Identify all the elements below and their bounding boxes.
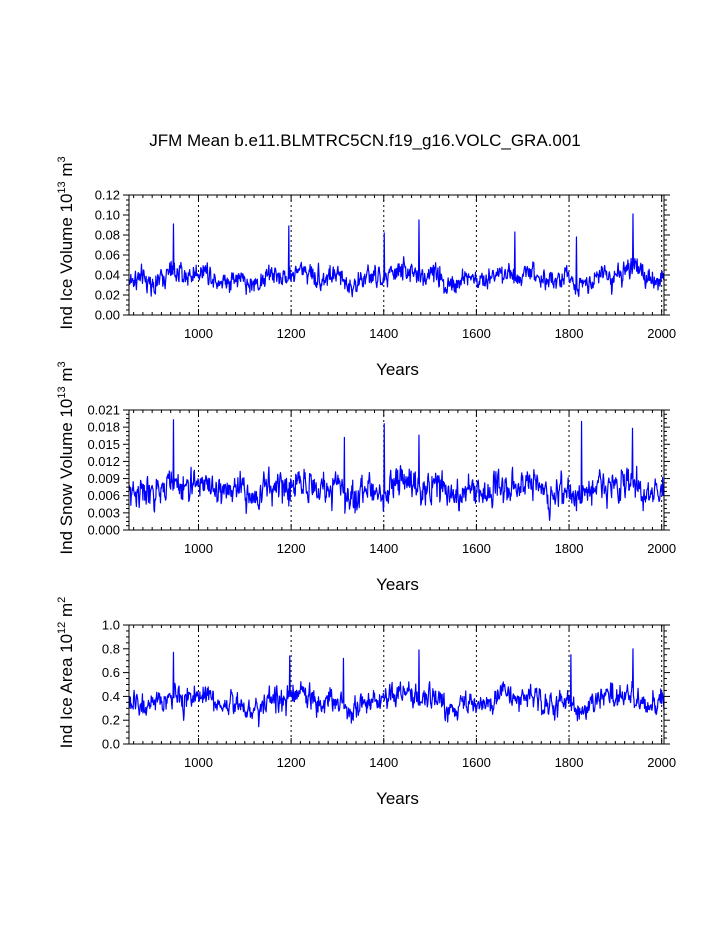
chart-title: JFM Mean b.e11.BLMTRC5CN.f19_g16.VOLC_GR…: [149, 131, 581, 150]
y-tick-label: 0.6: [102, 665, 120, 680]
y-tick-label: 0.000: [87, 523, 120, 538]
x-tick-label: 1400: [369, 326, 398, 341]
y-tick-label: 0.02: [95, 288, 120, 303]
series-line-ind-ice-area: [128, 648, 665, 728]
y-tick-label: 0.009: [87, 471, 120, 486]
y-tick-label: 0.04: [95, 268, 120, 283]
y-tick-label: 0.003: [87, 505, 120, 520]
y-tick-label: 0.2: [102, 713, 120, 728]
y-tick-label: 0.10: [95, 208, 120, 223]
y-axis-title: Ind Ice Volume 1013 m3: [56, 156, 76, 329]
x-tick-label: 1800: [555, 326, 584, 341]
x-tick-label: 1600: [462, 541, 491, 556]
x-tick-label: 1800: [555, 541, 584, 556]
y-tick-label: 0.8: [102, 641, 120, 656]
x-tick-label: 1800: [555, 755, 584, 770]
y-tick-label: 0.06: [95, 248, 120, 263]
chart-panel-2: 1000 1200 1400 1600 1800 2000 0.000 0.003 0.006 0…: [56, 361, 676, 594]
x-tick-label: 1000: [184, 755, 213, 770]
x-tick-label: 1200: [277, 541, 306, 556]
x-axis-title: Years: [376, 575, 419, 594]
x-tick-label: 1000: [184, 541, 213, 556]
y-tick-label: 0.12: [95, 188, 120, 203]
plot-frame: [128, 194, 665, 316]
y-tick-label: 0.012: [87, 454, 120, 469]
chart-panel-3: 1000 1200 1400 1600 1800 2000 0.0 0.2 0.4 0.6 0.8 1…: [56, 597, 676, 808]
y-tick-label: 0.015: [87, 437, 120, 452]
series-line-ind-snow-volume: [128, 419, 665, 521]
x-tick-label: 2000: [647, 326, 676, 341]
x-tick-label: 1200: [277, 326, 306, 341]
y-axis-title: Ind Snow Volume 1013 m3: [56, 361, 76, 554]
series-line-ind-ice-volume: [128, 213, 665, 298]
x-tick-label: 1400: [369, 541, 398, 556]
y-tick-label: 0.08: [95, 228, 120, 243]
chart-panel-1: 1000 1200 1400 1600 1800 2000 0.00 0.02 0.04 0.06…: [56, 156, 676, 379]
y-tick-label: 1.0: [102, 618, 120, 633]
x-tick-label: 2000: [647, 755, 676, 770]
x-tick-label: 1600: [462, 755, 491, 770]
x-tick-label: 1400: [369, 755, 398, 770]
y-tick-label: 0.018: [87, 420, 120, 435]
x-axis-title: Years: [376, 789, 419, 808]
y-tick-label: 0.4: [102, 689, 120, 704]
y-tick-label: 0.0: [102, 737, 120, 752]
y-tick-label: 0.021: [87, 403, 120, 418]
x-tick-label: 2000: [647, 541, 676, 556]
plot-frame: [128, 624, 665, 745]
y-axis-title: Ind Ice Area 1012 m2: [56, 597, 76, 749]
y-tick-label: 0.00: [95, 308, 120, 323]
x-tick-label: 1000: [184, 326, 213, 341]
x-tick-label: 1200: [277, 755, 306, 770]
y-tick-label: 0.006: [87, 488, 120, 503]
x-tick-label: 1600: [462, 326, 491, 341]
x-axis-title: Years: [376, 360, 419, 379]
